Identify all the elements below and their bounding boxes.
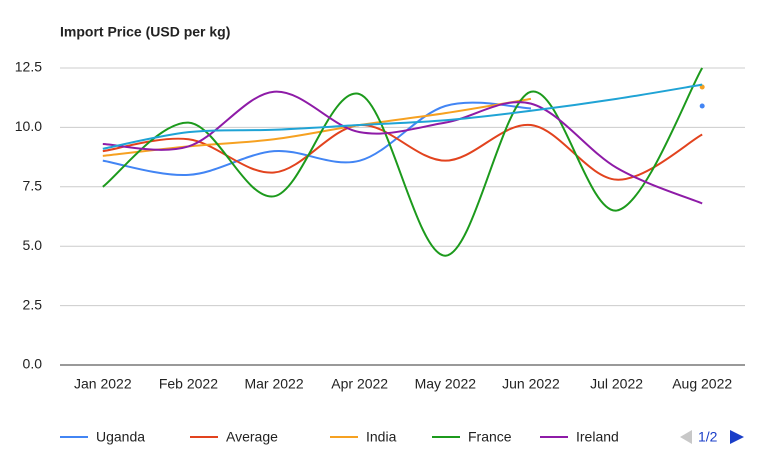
line <box>102 83 703 150</box>
x-tick-label: Jan 2022 <box>74 376 132 392</box>
line <box>102 67 704 257</box>
line <box>102 90 703 205</box>
x-tick-label: Jun 2022 <box>502 376 560 392</box>
legend-label: Ireland <box>576 429 619 445</box>
line <box>102 101 531 176</box>
legend-prev[interactable] <box>680 430 692 444</box>
y-tick-label: 5.0 <box>23 237 43 253</box>
y-tick-label: 10.0 <box>15 118 42 134</box>
chart-title: Import Price (USD per kg) <box>60 24 230 40</box>
legend-label: Uganda <box>96 429 145 445</box>
legend-label: India <box>366 429 397 445</box>
x-tick-label: Apr 2022 <box>331 376 388 392</box>
y-tick-label: 2.5 <box>23 296 43 312</box>
x-tick-label: Mar 2022 <box>244 376 303 392</box>
legend-label: Average <box>226 429 278 445</box>
legend-page: 1/2 <box>698 429 718 445</box>
y-tick-label: 0.0 <box>23 356 43 372</box>
x-tick-label: Aug 2022 <box>672 376 732 392</box>
y-tick-label: 7.5 <box>23 178 43 194</box>
x-tick-label: Jul 2022 <box>590 376 643 392</box>
point <box>699 103 705 109</box>
x-tick-label: May 2022 <box>415 376 477 392</box>
legend-label: France <box>468 429 512 445</box>
x-tick-label: Feb 2022 <box>159 376 218 392</box>
legend-next[interactable] <box>730 430 744 444</box>
y-tick-label: 12.5 <box>15 59 42 75</box>
line <box>102 97 532 157</box>
line <box>102 124 703 181</box>
